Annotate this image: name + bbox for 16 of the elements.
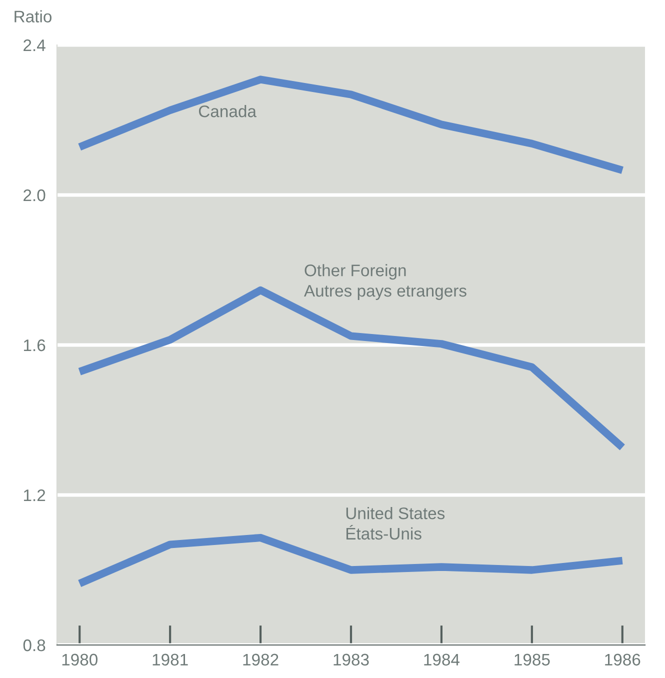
x-tick-label: 1984: [424, 654, 460, 666]
x-tick-label: 1982: [243, 654, 278, 666]
y-tick-label: 2.4: [24, 39, 46, 52]
x-tick-label: 1981: [152, 654, 188, 666]
y-tick-label: 1.2: [24, 489, 46, 502]
series-label: Other Foreign Autres pays etrangers: [304, 264, 466, 300]
series-label: Canada: [198, 105, 256, 118]
y-tick-label: 0.8: [23, 639, 46, 652]
y-axis-title: Ratio: [14, 10, 52, 22]
x-tick-label: 1980: [62, 654, 98, 666]
x-tick-label: 1985: [514, 654, 550, 666]
series-label: United States États-Unis: [346, 507, 445, 540]
x-tick-label: 1983: [334, 654, 369, 666]
y-tick-label: 2.0: [24, 189, 46, 202]
y-tick-label: 1.6: [24, 339, 46, 352]
x-tick-label: 1986: [605, 654, 640, 666]
